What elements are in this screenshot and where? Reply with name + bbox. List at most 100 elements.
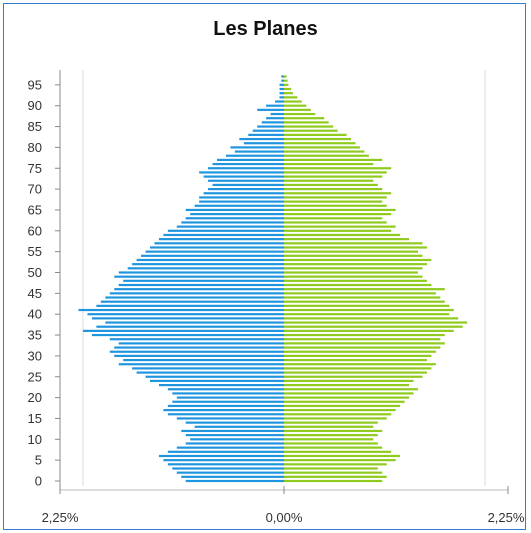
y-tick-label: 5	[35, 453, 42, 468]
right-bar-age-58	[284, 238, 410, 241]
left-bar-age-44	[105, 296, 284, 299]
right-bar-age-90	[284, 104, 307, 107]
y-tick-label: 80	[28, 140, 42, 155]
right-bar-age-38	[284, 321, 468, 324]
left-bar-age-61	[176, 225, 284, 228]
right-bar-age-78	[284, 154, 369, 157]
chart-frame	[3, 3, 526, 530]
left-bar-age-75	[208, 167, 284, 170]
right-bar-age-36	[284, 329, 454, 332]
right-bar-age-74	[284, 171, 387, 174]
left-bar-age-96	[281, 79, 284, 82]
right-bar-age-55	[284, 250, 418, 253]
right-bar-age-77	[284, 158, 383, 162]
left-bar-age-73	[203, 175, 284, 178]
right-bar-age-4	[284, 463, 387, 466]
right-bar-age-83	[284, 133, 347, 136]
left-bar-age-59	[163, 233, 284, 237]
right-bar-age-80	[284, 146, 360, 149]
left-bar-age-40	[87, 313, 284, 316]
left-bar-age-70	[208, 188, 284, 191]
y-tick-label: 50	[28, 265, 42, 280]
right-bar-age-86	[284, 121, 329, 124]
right-bar-age-29	[284, 358, 427, 362]
right-bar-age-92	[284, 96, 298, 99]
right-bar-age-56	[284, 246, 427, 249]
right-bar-age-2	[284, 471, 383, 474]
y-tick-label: 70	[28, 182, 42, 197]
left-bar-age-84	[252, 129, 284, 132]
right-bar-age-62	[284, 221, 387, 224]
left-bar-age-77	[217, 158, 284, 162]
left-bar-age-1	[181, 475, 284, 478]
left-bar-age-12	[181, 429, 284, 433]
y-tick-label: 45	[28, 286, 42, 301]
right-bar-age-88	[284, 112, 316, 116]
right-bar-age-30	[284, 354, 432, 357]
left-bar-age-9	[185, 442, 284, 445]
right-bar-age-37	[284, 325, 463, 328]
left-bar-age-81	[243, 142, 284, 145]
left-bar-age-16	[167, 413, 284, 416]
y-tick-label: 60	[28, 223, 42, 238]
left-bar-age-78	[225, 154, 284, 157]
right-bar-age-25	[284, 375, 423, 378]
left-bar-age-30	[114, 354, 285, 357]
left-bar-age-48	[123, 279, 284, 282]
right-bar-age-70	[284, 188, 383, 191]
right-bar-age-52	[284, 263, 427, 266]
left-bar-age-76	[212, 162, 284, 166]
y-tick-label: 0	[35, 474, 42, 489]
left-bar-age-25	[145, 375, 284, 378]
left-bar-age-2	[176, 471, 284, 474]
right-bar-age-61	[284, 225, 396, 228]
right-bar-age-21	[284, 392, 414, 395]
right-bar-age-75	[284, 167, 392, 170]
left-bar-age-35	[91, 333, 284, 337]
y-tick-label: 15	[28, 411, 42, 426]
left-bar-age-32	[114, 346, 285, 349]
y-tick-label: 25	[28, 369, 42, 384]
right-bar-age-35	[284, 333, 445, 337]
left-bar-age-45	[109, 292, 284, 295]
left-bar-age-92	[279, 96, 284, 99]
left-bar-age-24	[150, 379, 284, 383]
y-axis: 0 5 10 15 20 25 30 35 40 45 50 55 60 65 70 75 80 85 90 95	[28, 70, 61, 489]
y-tick-label: 30	[28, 348, 42, 363]
y-tick-label: 40	[28, 307, 42, 322]
right-bar-age-81	[284, 142, 356, 145]
left-bar-age-93	[279, 92, 284, 95]
left-bar-age-55	[145, 250, 284, 253]
right-bar-age-67	[284, 200, 383, 203]
left-bar-age-18	[167, 404, 284, 408]
left-bar-age-3	[172, 467, 284, 470]
y-tick-label: 65	[28, 202, 42, 217]
left-bar-age-36	[83, 329, 284, 332]
left-bar-age-97	[281, 75, 284, 78]
right-bar-age-91	[284, 100, 302, 103]
left-bar-age-38	[105, 321, 284, 324]
right-series-bars	[284, 75, 468, 483]
left-bar-age-11	[185, 434, 284, 437]
right-bar-age-6	[284, 454, 401, 458]
y-tick-label: 90	[28, 98, 42, 113]
right-bar-age-12	[284, 429, 383, 433]
left-bar-age-64	[190, 213, 284, 216]
right-bar-age-9	[284, 442, 378, 445]
right-bar-age-11	[284, 434, 378, 437]
left-bar-age-74	[199, 171, 284, 174]
left-bar-age-67	[199, 200, 284, 203]
left-bar-age-5	[163, 459, 284, 462]
y-tick-label: 20	[28, 390, 42, 405]
right-bar-age-82	[284, 137, 351, 141]
right-bar-age-13	[284, 425, 374, 428]
right-bar-age-59	[284, 233, 401, 237]
grid-lines	[82, 70, 486, 486]
right-bar-age-64	[284, 213, 392, 216]
left-bar-age-49	[114, 275, 285, 278]
right-bar-age-22	[284, 388, 418, 391]
right-bar-age-23	[284, 383, 410, 387]
left-bar-age-22	[167, 388, 284, 391]
left-bar-age-95	[279, 83, 284, 86]
